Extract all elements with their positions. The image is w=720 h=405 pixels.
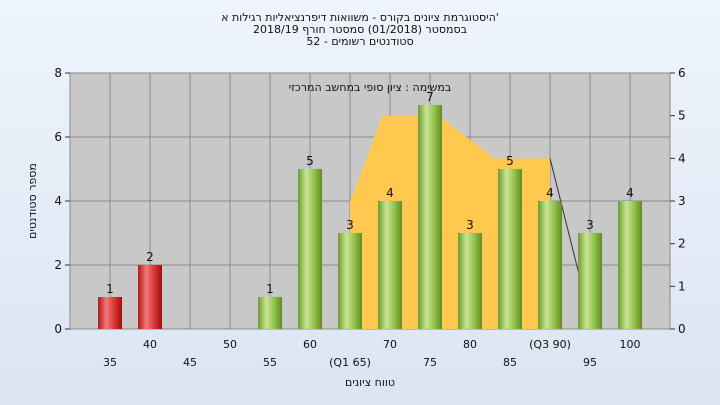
- bar-value-label-90: 4: [546, 186, 554, 200]
- x-tick-label: 60: [303, 338, 317, 351]
- bar-75: [418, 105, 442, 329]
- x-tick-label: 40: [143, 338, 157, 351]
- box-plot-whisker: [549, 158, 580, 274]
- x-tick-label: (Q3 90): [529, 338, 571, 351]
- left-tick-label: 6: [54, 130, 62, 144]
- bar-value-label-40: 2: [146, 250, 154, 264]
- right-tick-label: 1: [678, 279, 686, 293]
- x-tick-label: 45: [183, 356, 197, 369]
- right-tick-label: 3: [678, 194, 686, 208]
- x-tick-label: 100: [620, 338, 641, 351]
- bars-group: [98, 105, 642, 329]
- bar-90: [538, 201, 562, 329]
- left-axis-ticks: 0 2 4 6 8: [54, 66, 70, 336]
- left-tick-label: 0: [54, 322, 62, 336]
- x-tick-label: 95: [583, 356, 597, 369]
- bar-value-label-75: 7: [426, 90, 434, 104]
- right-tick-label: 2: [678, 237, 686, 251]
- x-tick-label: 80: [463, 338, 477, 351]
- x-tick-label: (Q1 65): [329, 356, 371, 369]
- left-tick-label: 8: [54, 66, 62, 80]
- bar-value-label-80: 3: [466, 218, 474, 232]
- right-axis-ticks: 0 1 2 3 4 5 6: [670, 66, 686, 336]
- bar-60: [298, 169, 322, 329]
- bar-value-label-95: 3: [586, 218, 594, 232]
- x-tick-label: 35: [103, 356, 117, 369]
- bar-70: [378, 201, 402, 329]
- chart-subtitle-students: סטודנטים רשומים - 52: [306, 35, 414, 48]
- bar-value-label-100: 4: [626, 186, 634, 200]
- x-tick-label: 75: [423, 356, 437, 369]
- right-tick-label: 4: [678, 151, 686, 165]
- bar-100: [618, 201, 642, 329]
- left-tick-label: 2: [54, 258, 62, 272]
- bar-55: [258, 297, 282, 329]
- chart-annotation: במשימה : ציון סופי במחשב המרכזי: [289, 81, 452, 94]
- x-tick-label: 55: [263, 356, 277, 369]
- right-tick-label: 6: [678, 66, 686, 80]
- bar-value-label-70: 4: [386, 186, 394, 200]
- bar-value-label-55: 1: [266, 282, 274, 296]
- bar-80: [458, 233, 482, 329]
- x-axis-title: טווח ציונים: [345, 376, 395, 389]
- x-tick-label: 70: [383, 338, 397, 351]
- x-tick-label: 50: [223, 338, 237, 351]
- bar-65: [338, 233, 362, 329]
- bar-value-labels: 1 2 1 5 3 4 7 3 5 4 3 4: [106, 90, 634, 296]
- bar-35: [98, 297, 122, 329]
- bar-value-label-65: 3: [346, 218, 354, 232]
- bar-value-label-60: 5: [306, 154, 314, 168]
- bar-95: [578, 233, 602, 329]
- bar-value-label-85: 5: [506, 154, 514, 168]
- chart-subtitle-semester: בסמסטר (01/2018) סמסטר חורף 2018/19: [253, 23, 467, 36]
- chart-title: היסטוגרמת ציונים בקורס - משוואות דיפרנצי…: [221, 11, 499, 24]
- right-tick-label: 0: [678, 322, 686, 336]
- x-tick-label: 85: [503, 356, 517, 369]
- right-tick-label: 5: [678, 109, 686, 123]
- bar-85: [498, 169, 522, 329]
- bar-value-label-35: 1: [106, 282, 114, 296]
- bar-40: [138, 265, 162, 329]
- y-axis-title: מספר סטודנטים: [26, 163, 39, 239]
- x-axis-ticks: 35 40 45 50 55 60 (Q1 65) 70 75 80 85 (Q3 90) 95 100: [103, 338, 641, 369]
- left-tick-label: 4: [54, 194, 62, 208]
